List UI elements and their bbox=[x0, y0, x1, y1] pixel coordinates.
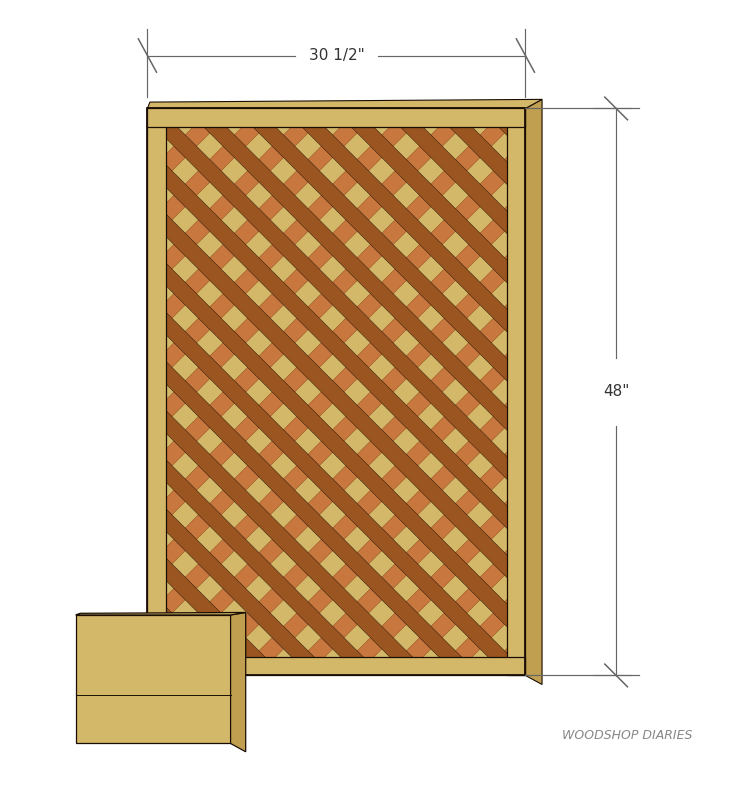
Polygon shape bbox=[431, 109, 756, 675]
Polygon shape bbox=[0, 109, 136, 675]
Polygon shape bbox=[0, 109, 431, 675]
Polygon shape bbox=[185, 109, 756, 675]
Polygon shape bbox=[0, 109, 431, 675]
Polygon shape bbox=[0, 109, 382, 675]
Polygon shape bbox=[0, 109, 333, 675]
Polygon shape bbox=[480, 109, 756, 675]
Polygon shape bbox=[0, 109, 136, 675]
Polygon shape bbox=[529, 109, 756, 675]
Polygon shape bbox=[0, 109, 234, 675]
Polygon shape bbox=[0, 109, 284, 675]
Polygon shape bbox=[0, 109, 234, 675]
Polygon shape bbox=[38, 109, 627, 675]
Polygon shape bbox=[333, 109, 756, 675]
Text: 48": 48" bbox=[603, 384, 629, 400]
Polygon shape bbox=[677, 109, 756, 675]
Polygon shape bbox=[147, 109, 166, 675]
Polygon shape bbox=[726, 109, 756, 675]
Polygon shape bbox=[677, 109, 756, 675]
Polygon shape bbox=[147, 657, 525, 675]
Polygon shape bbox=[480, 109, 756, 675]
Polygon shape bbox=[627, 109, 756, 675]
Polygon shape bbox=[529, 109, 756, 675]
Text: 30 1/2": 30 1/2" bbox=[308, 48, 364, 63]
Polygon shape bbox=[234, 109, 756, 675]
Polygon shape bbox=[0, 109, 480, 675]
Polygon shape bbox=[0, 109, 185, 675]
Polygon shape bbox=[38, 109, 627, 675]
Polygon shape bbox=[726, 109, 756, 675]
Text: WOODSHOP DIARIES: WOODSHOP DIARIES bbox=[562, 729, 692, 742]
Polygon shape bbox=[284, 109, 756, 675]
Polygon shape bbox=[578, 109, 756, 675]
Polygon shape bbox=[0, 109, 529, 675]
Polygon shape bbox=[136, 109, 726, 675]
Polygon shape bbox=[0, 109, 284, 675]
Polygon shape bbox=[627, 109, 756, 675]
Polygon shape bbox=[0, 109, 38, 675]
Polygon shape bbox=[578, 109, 756, 675]
Polygon shape bbox=[0, 109, 480, 675]
Polygon shape bbox=[0, 109, 185, 675]
Polygon shape bbox=[0, 109, 38, 675]
Polygon shape bbox=[507, 109, 525, 675]
Polygon shape bbox=[382, 109, 756, 675]
Polygon shape bbox=[87, 109, 677, 675]
Polygon shape bbox=[234, 109, 756, 675]
Polygon shape bbox=[333, 109, 756, 675]
Polygon shape bbox=[231, 613, 246, 752]
Polygon shape bbox=[147, 109, 525, 675]
Polygon shape bbox=[0, 109, 529, 675]
Polygon shape bbox=[525, 99, 542, 685]
Polygon shape bbox=[382, 109, 756, 675]
Polygon shape bbox=[284, 109, 756, 675]
Polygon shape bbox=[0, 109, 87, 675]
Polygon shape bbox=[147, 99, 542, 109]
Polygon shape bbox=[76, 613, 246, 615]
Polygon shape bbox=[0, 109, 333, 675]
Polygon shape bbox=[147, 109, 525, 127]
Polygon shape bbox=[0, 109, 382, 675]
Polygon shape bbox=[0, 109, 578, 675]
Polygon shape bbox=[185, 109, 756, 675]
Polygon shape bbox=[136, 109, 726, 675]
Polygon shape bbox=[0, 109, 578, 675]
Polygon shape bbox=[431, 109, 756, 675]
Polygon shape bbox=[87, 109, 677, 675]
Polygon shape bbox=[0, 109, 87, 675]
Polygon shape bbox=[76, 615, 231, 744]
